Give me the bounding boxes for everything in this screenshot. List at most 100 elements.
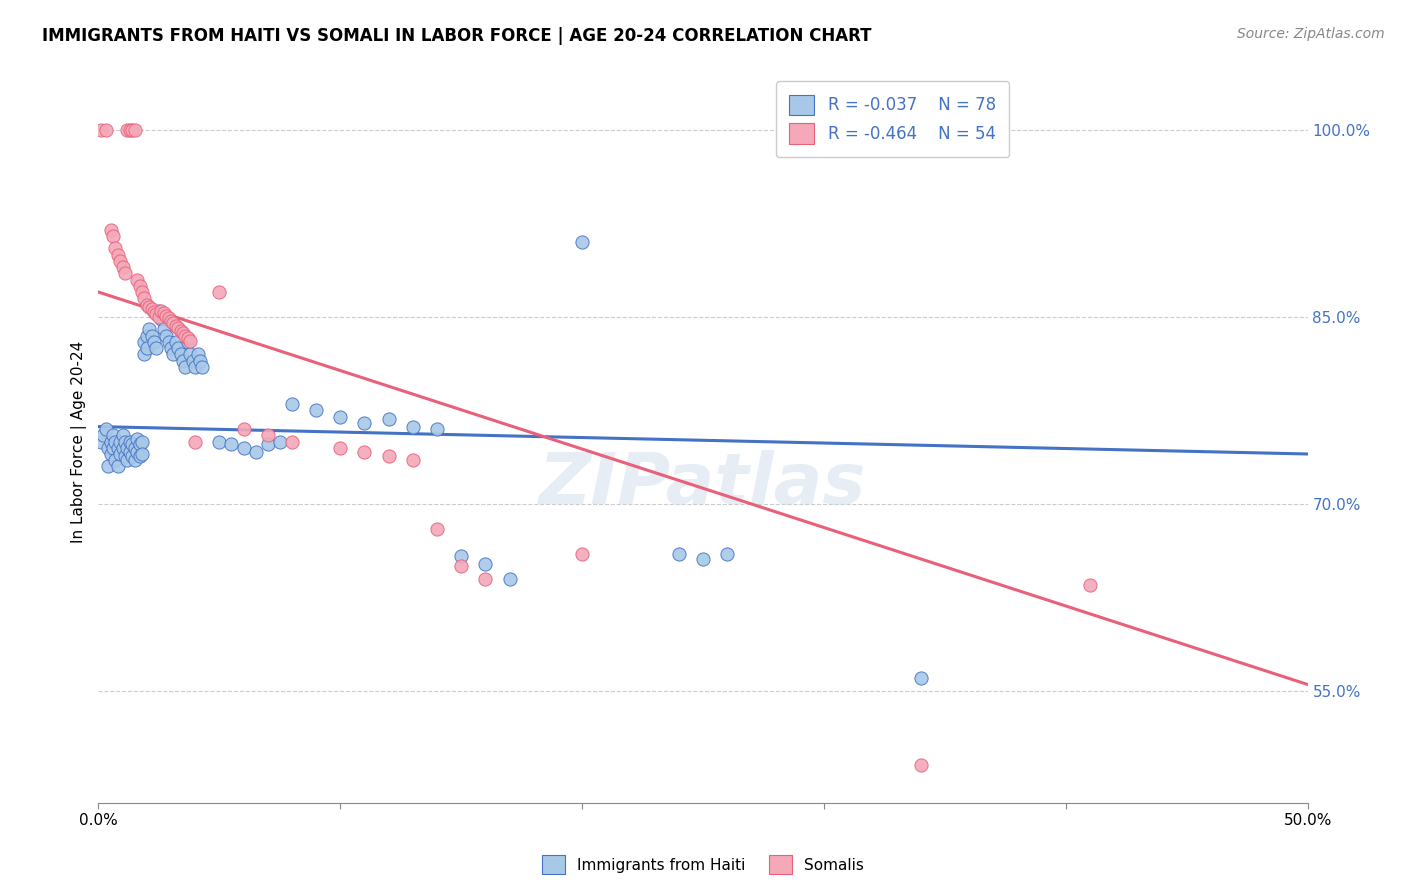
Point	[172, 353, 194, 368]
Legend: R = -0.037    N = 78, R = -0.464    N = 54: R = -0.037 N = 78, R = -0.464 N = 54	[776, 81, 1010, 157]
Point	[353, 416, 375, 430]
Point	[128, 278, 150, 293]
Point	[108, 447, 131, 461]
Point	[143, 305, 166, 319]
Point	[181, 353, 204, 368]
Point	[131, 285, 153, 299]
Point	[184, 359, 207, 374]
Text: Source: ZipAtlas.com: Source: ZipAtlas.com	[1237, 27, 1385, 41]
Point	[155, 309, 177, 323]
Point	[141, 328, 163, 343]
Point	[305, 403, 328, 417]
Legend: Immigrants from Haiti, Somalis: Immigrants from Haiti, Somalis	[536, 849, 870, 880]
Point	[121, 123, 143, 137]
Point	[135, 341, 157, 355]
Point	[157, 311, 180, 326]
Point	[450, 549, 472, 563]
Point	[100, 434, 122, 449]
Point	[138, 300, 160, 314]
Point	[128, 437, 150, 451]
Point	[232, 441, 254, 455]
Point	[177, 331, 200, 345]
Point	[162, 316, 184, 330]
Point	[114, 266, 136, 280]
Point	[117, 453, 139, 467]
Point	[329, 409, 352, 424]
Point	[127, 444, 149, 458]
Point	[232, 422, 254, 436]
Point	[104, 434, 127, 449]
Point	[107, 459, 129, 474]
Point	[152, 306, 174, 320]
Point	[474, 572, 496, 586]
Point	[188, 353, 211, 368]
Text: ZIPatlas: ZIPatlas	[540, 450, 866, 519]
Point	[1078, 578, 1101, 592]
Y-axis label: In Labor Force | Age 20-24: In Labor Force | Age 20-24	[72, 341, 87, 542]
Point	[124, 441, 146, 455]
Point	[101, 441, 124, 455]
Point	[104, 453, 127, 467]
Point	[162, 347, 184, 361]
Point	[281, 397, 304, 411]
Point	[100, 447, 122, 461]
Point	[157, 334, 180, 349]
Point	[118, 434, 141, 449]
Point	[124, 453, 146, 467]
Point	[716, 547, 738, 561]
Point	[134, 291, 156, 305]
Point	[117, 441, 139, 455]
Point	[148, 310, 170, 324]
Point	[135, 297, 157, 311]
Point	[329, 441, 352, 455]
Point	[100, 223, 122, 237]
Point	[571, 235, 593, 250]
Point	[208, 285, 231, 299]
Point	[128, 450, 150, 464]
Point	[107, 248, 129, 262]
Point	[121, 437, 143, 451]
Point	[143, 334, 166, 349]
Point	[402, 453, 425, 467]
Point	[184, 434, 207, 449]
Point	[245, 444, 267, 458]
Point	[692, 551, 714, 566]
Point	[111, 441, 134, 455]
Point	[187, 347, 209, 361]
Point	[145, 308, 167, 322]
Point	[145, 341, 167, 355]
Point	[131, 434, 153, 449]
Point	[152, 322, 174, 336]
Point	[101, 229, 124, 244]
Point	[94, 422, 117, 436]
Point	[668, 547, 690, 561]
Point	[127, 432, 149, 446]
Point	[426, 522, 449, 536]
Point	[169, 347, 191, 361]
Point	[174, 328, 197, 343]
Point	[150, 312, 173, 326]
Point	[97, 459, 120, 474]
Point	[281, 434, 304, 449]
Point	[377, 450, 399, 464]
Point	[124, 123, 146, 137]
Point	[177, 334, 200, 349]
Point	[101, 428, 124, 442]
Point	[108, 434, 131, 449]
Point	[155, 328, 177, 343]
Point	[571, 547, 593, 561]
Point	[450, 559, 472, 574]
Point	[402, 419, 425, 434]
Point	[426, 422, 449, 436]
Point	[121, 450, 143, 464]
Point	[91, 428, 114, 442]
Point	[90, 123, 112, 137]
Point	[353, 444, 375, 458]
Point	[256, 428, 278, 442]
Point	[94, 123, 117, 137]
Point	[498, 572, 520, 586]
Point	[90, 434, 112, 449]
Point	[127, 272, 149, 286]
Point	[107, 441, 129, 455]
Point	[169, 324, 191, 338]
